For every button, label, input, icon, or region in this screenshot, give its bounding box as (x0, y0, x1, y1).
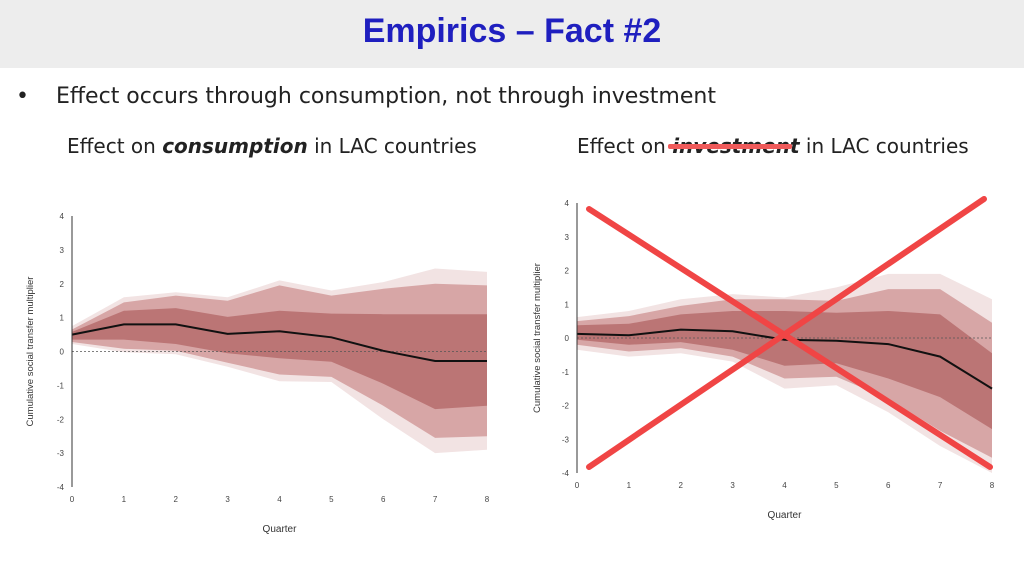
investment-y-tick-label: 4 (565, 199, 570, 208)
consumption-x-tick-label: 7 (433, 495, 438, 504)
investment-x-tick-label: 5 (834, 481, 839, 490)
right-subtitle-before: Effect on (577, 134, 673, 158)
consumption-x-tick-label: 2 (174, 495, 179, 504)
investment-x-tick-label: 1 (627, 481, 632, 490)
consumption-x-axis-label: Quarter (263, 524, 298, 535)
investment-x-tick-label: 8 (990, 481, 995, 490)
consumption-chart: -4 -3 -2 -1 0 1 2 3 4 0 1 2 3 4 5 6 7 8 Quarter Cumulative … (25, 212, 490, 535)
consumption-y-tick-label: 3 (60, 246, 65, 255)
consumption-series-line (71, 323, 487, 362)
title-bar (0, 0, 1024, 68)
consumption-x-tick-label: 4 (277, 495, 282, 504)
investment-series-line (576, 328, 993, 390)
investment-x-tick-label: 4 (782, 481, 787, 490)
investment-y-tick-label: 0 (565, 334, 570, 343)
investment-y-tick-label: -2 (562, 402, 570, 411)
investment-cross-line-1 (586, 206, 993, 470)
consumption-x-tick-label: 5 (329, 495, 334, 504)
investment-x-axis-label: Quarter (768, 510, 803, 521)
investment-y-tick-label: -1 (562, 368, 570, 377)
left-chart-subtitle: Effect on consumption in LAC countries (67, 134, 477, 158)
consumption-y-axis-label: Cumulative social transfer multiplier (25, 277, 36, 427)
investment-y-tick-label: -3 (562, 435, 570, 444)
investment-y-tick-label: -4 (562, 469, 570, 478)
consumption-y-tick-label: 1 (60, 314, 65, 323)
left-subtitle-before: Effect on (67, 134, 163, 158)
consumption-x-tick-label: 6 (381, 495, 386, 504)
investment-y-tick-label: 1 (565, 300, 570, 309)
investment-x-tick-label: 6 (886, 481, 891, 490)
consumption-y-tick-label: -2 (57, 415, 65, 424)
consumption-x-tick-label: 3 (225, 495, 230, 504)
slide-title: Empirics – Fact #2 (362, 12, 662, 50)
consumption-x-tick-label: 0 (70, 495, 75, 504)
consumption-band-inner (72, 308, 487, 410)
consumption-y-tick-label: -1 (57, 381, 65, 390)
investment-strikethrough (668, 144, 792, 149)
bullet-text: Effect occurs through consumption, not t… (56, 84, 716, 109)
investment-band-inner (577, 311, 992, 430)
investment-y-axis-label: Cumulative social transfer multiplier (532, 263, 543, 413)
left-subtitle-emph: consumption (162, 134, 308, 158)
investment-x-tick-label: 7 (938, 481, 943, 490)
investment-x-tick-label: 0 (575, 481, 580, 490)
investment-x-tick-label: 2 (679, 481, 684, 490)
right-subtitle-after: in LAC countries (799, 134, 969, 158)
consumption-y-tick-label: 4 (60, 212, 65, 221)
consumption-y-tick-label: -3 (57, 449, 65, 458)
investment-y-tick-label: 3 (565, 233, 570, 242)
left-subtitle-after: in LAC countries (307, 134, 477, 158)
consumption-x-tick-label: 1 (122, 495, 127, 504)
consumption-x-tick-label: 8 (485, 495, 490, 504)
investment-y-tick-label: 2 (565, 267, 570, 276)
investment-chart: -4 -3 -2 -1 0 1 2 3 4 0 1 2 3 4 5 6 7 8 Quarter Cumulative … (532, 196, 995, 521)
investment-x-tick-label: 3 (730, 481, 735, 490)
consumption-y-tick-label: 0 (60, 348, 65, 357)
consumption-y-tick-label: 2 (60, 280, 65, 289)
consumption-y-tick-label: -4 (57, 483, 65, 492)
bullet-symbol: • (16, 84, 29, 109)
investment-cross-line-2 (586, 196, 987, 470)
